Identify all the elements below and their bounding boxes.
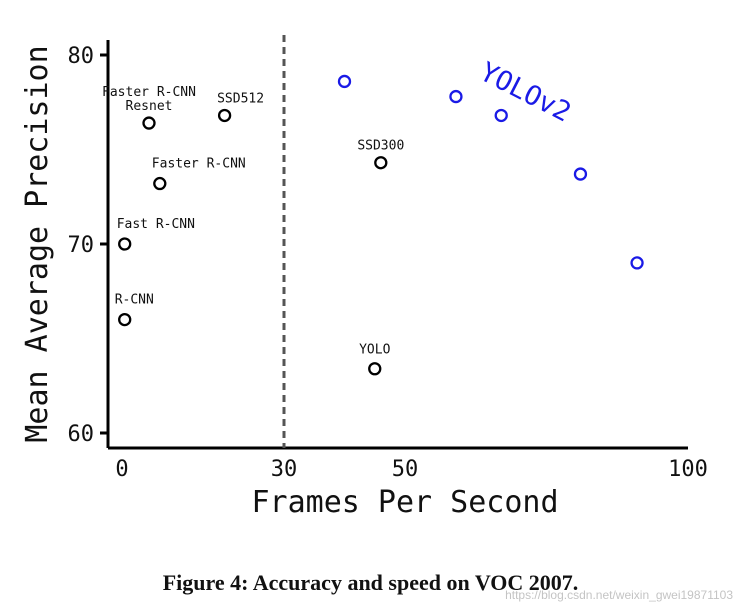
y-tick-label: 60 bbox=[68, 422, 95, 447]
yolov2-point-3 bbox=[573, 167, 588, 181]
yolov2-point-2 bbox=[494, 108, 508, 123]
detector-point-5 bbox=[374, 156, 388, 170]
point-label: YOLO bbox=[359, 343, 390, 358]
point-label: Resnet bbox=[126, 99, 173, 114]
point-label: Faster R-CNN bbox=[102, 85, 196, 100]
yolov2-point-1 bbox=[449, 89, 463, 104]
caption-text: Accuracy and speed on VOC 2007. bbox=[252, 570, 579, 595]
y-tick-label: 70 bbox=[68, 233, 95, 258]
yolov2-point-0 bbox=[337, 74, 352, 89]
y-axis-title: Mean Average Precision bbox=[20, 45, 55, 442]
x-tick-label: 100 bbox=[668, 457, 708, 482]
detector-point-1 bbox=[118, 237, 132, 251]
x-tick-label: 50 bbox=[392, 457, 419, 482]
x-axis-title: Frames Per Second bbox=[251, 485, 558, 520]
point-label: SSD300 bbox=[357, 139, 404, 154]
detector-point-0 bbox=[118, 312, 132, 327]
detector-point-4 bbox=[217, 108, 232, 123]
detector-point-2 bbox=[153, 176, 167, 191]
y-tick-label: 80 bbox=[68, 44, 95, 69]
yolov2-series-label: YOLOv2 bbox=[475, 57, 576, 129]
x-tick-label: 30 bbox=[271, 457, 298, 482]
x-tick-label: 0 bbox=[115, 457, 128, 482]
yolov2-point-4 bbox=[630, 256, 644, 270]
point-label: R-CNN bbox=[115, 293, 154, 308]
scatter-chart: 60 70 80 0 30 50 100 Frames Per Second Mean Aver… bbox=[20, 35, 708, 520]
caption-prefix: Figure 4: bbox=[162, 570, 249, 595]
detector-point-3 bbox=[142, 116, 156, 130]
point-label: SSD512 bbox=[217, 91, 264, 106]
point-label: Fast R-CNN bbox=[117, 217, 195, 232]
point-label: Faster R-CNN bbox=[152, 157, 246, 172]
figure-caption: Figure 4: Accuracy and speed on VOC 2007… bbox=[0, 570, 741, 596]
watermark: https://blog.csdn.net/weixin_gwei1987110… bbox=[505, 588, 733, 602]
detector-point-6 bbox=[368, 362, 382, 376]
